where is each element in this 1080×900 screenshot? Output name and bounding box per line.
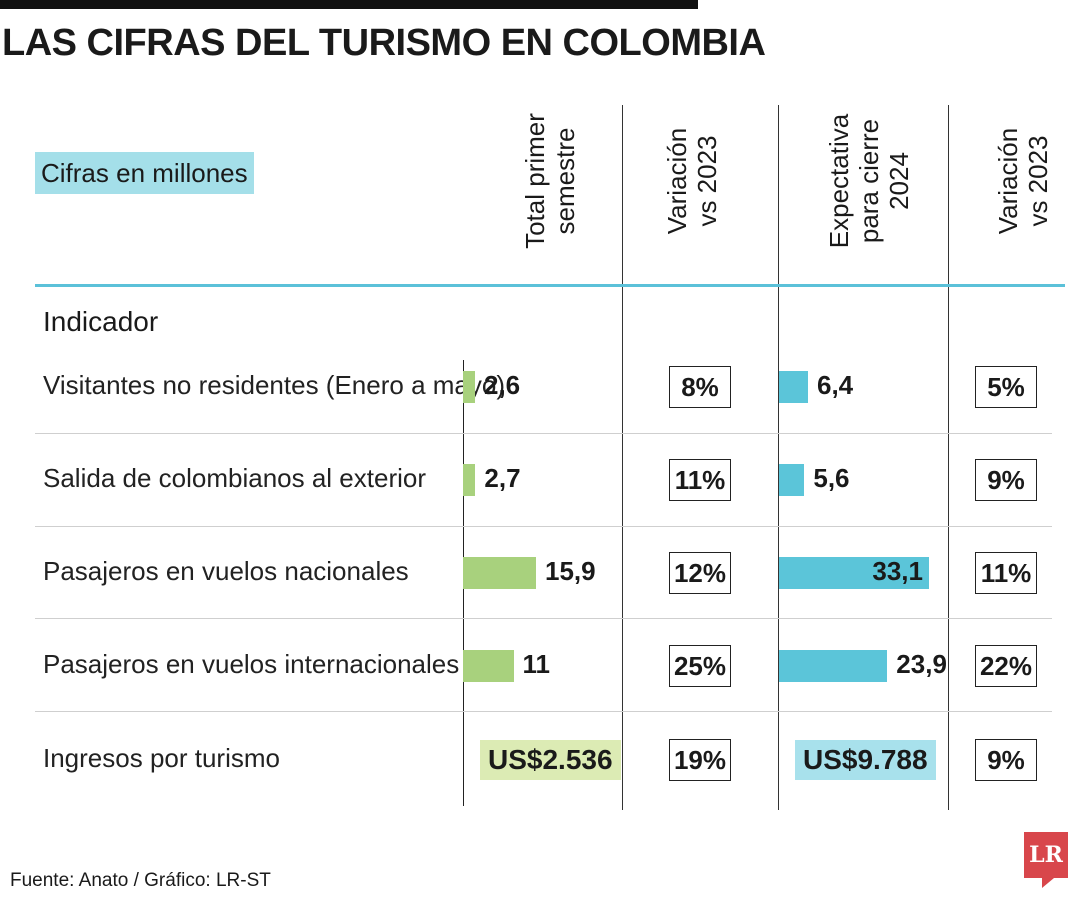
variation-badge: 11% xyxy=(669,459,731,501)
units-label: Cifras en millones xyxy=(35,152,254,194)
variation-badge: 8% xyxy=(669,366,731,408)
column-header-variation-1: Variación vs 2023 xyxy=(662,127,722,235)
lr-logo: LR xyxy=(1024,832,1068,878)
column-divider xyxy=(622,105,623,285)
variation-badge: 22% xyxy=(975,645,1037,687)
row-separator xyxy=(35,711,1052,712)
expectation-value-label: 5,6 xyxy=(813,463,850,493)
total-income-value: US$2.536 xyxy=(480,740,621,780)
total-value-label: 11 xyxy=(522,649,551,679)
expectation-value-label: 33,1 xyxy=(872,556,923,586)
top-rule xyxy=(0,0,698,9)
row-separator xyxy=(35,433,1052,434)
column-header-variation-2: Variación vs 2023 xyxy=(993,127,1053,235)
variation-badge: 19% xyxy=(669,739,731,781)
expectation-value-label: 23,9 xyxy=(896,649,947,679)
expectation-bar xyxy=(779,464,805,496)
header-rule xyxy=(35,284,1065,287)
variation-badge: 9% xyxy=(975,739,1037,781)
expected-income-value: US$9.788 xyxy=(795,740,936,780)
lr-logo-tail xyxy=(1042,878,1054,888)
expectation-value-label: 6,4 xyxy=(817,370,854,400)
row-label: Ingresos por turismo xyxy=(43,743,280,773)
column-divider xyxy=(778,287,779,810)
column-divider xyxy=(778,105,779,285)
total-value-label: 15,9 xyxy=(545,556,596,586)
source-note: Fuente: Anato / Gráfico: LR-ST xyxy=(10,870,271,891)
total-value-label: 2,7 xyxy=(484,463,521,493)
column-divider xyxy=(622,287,623,810)
row-label: Pasajeros en vuelos nacionales xyxy=(43,556,409,586)
variation-badge: 11% xyxy=(975,552,1037,594)
variation-badge: 12% xyxy=(669,552,731,594)
total-value-label: 2,6 xyxy=(484,370,521,400)
row-separator xyxy=(35,618,1052,619)
total-bar xyxy=(463,464,476,496)
expectation-bar xyxy=(779,650,888,682)
chart-title: LAS CIFRAS DEL TURISMO EN COLOMBIA xyxy=(2,22,766,64)
row-label: Salida de colombianos al exterior xyxy=(43,463,426,493)
row-label: Visitantes no residentes (Enero a mayo) xyxy=(43,370,505,400)
column-divider xyxy=(948,287,949,810)
expectation-bar xyxy=(779,371,808,403)
row-label: Pasajeros en vuelos internacionales xyxy=(43,649,460,679)
column-divider xyxy=(948,105,949,285)
total-bar xyxy=(463,557,536,589)
variation-badge: 9% xyxy=(975,459,1037,501)
expectation-bar xyxy=(779,557,929,589)
row-separator xyxy=(35,526,1052,527)
variation-badge: 5% xyxy=(975,366,1037,408)
variation-badge: 25% xyxy=(669,645,731,687)
row-header: Indicador xyxy=(43,306,159,337)
total-bar xyxy=(463,371,475,403)
total-bar xyxy=(463,650,514,682)
column-header-expectation: Expectativa para cierre 2024 xyxy=(824,113,914,249)
